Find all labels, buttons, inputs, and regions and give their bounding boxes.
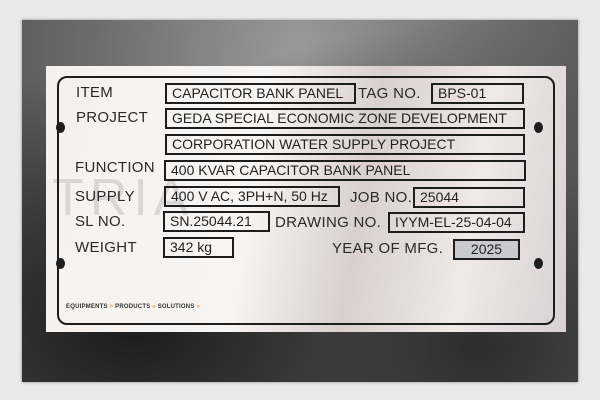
job-label: JOB NO.: [350, 189, 413, 206]
nameplate: [46, 66, 566, 332]
function-label: FUNCTION: [75, 159, 155, 176]
plate-border: [57, 76, 555, 325]
tag-label: TAG NO.: [358, 85, 421, 102]
tag-value: BPS-01: [431, 83, 524, 104]
sl-value: SN.25044.21: [163, 211, 270, 232]
drawing-label: DRAWING NO.: [275, 214, 382, 231]
mounting-hole: [56, 122, 65, 133]
project-label: PROJECT: [76, 109, 149, 126]
weight-label: WEIGHT: [75, 239, 137, 256]
project-line1: GEDA SPECIAL ECONOMIC ZONE DEVELOPMENT: [165, 108, 525, 129]
mounting-hole: [534, 122, 543, 133]
weight-value: 342 kg: [163, 237, 234, 258]
tagline-solutions: SOLUTIONS: [157, 304, 195, 310]
tagline-products: PRODUCTS: [115, 304, 151, 310]
job-value: 25044: [413, 187, 525, 208]
supply-value: 400 V AC, 3PH+N, 50 Hz: [164, 186, 340, 207]
tagline-equipments: EQUIPMENTS: [66, 304, 108, 310]
tagline-arrow: »: [196, 304, 200, 310]
item-value: CAPACITOR BANK PANEL: [165, 83, 356, 104]
year-label: YEAR OF MFG.: [332, 240, 444, 257]
supply-label: SUPPLY: [75, 188, 135, 205]
year-value: 2025: [453, 239, 520, 260]
project-line2: CORPORATION WATER SUPPLY PROJECT: [165, 134, 525, 155]
tagline-arrow: >: [109, 304, 114, 310]
mounting-hole: [534, 258, 543, 269]
sl-label: SL NO.: [75, 213, 126, 230]
drawing-value: IYYM-EL-25-04-04: [388, 212, 525, 233]
tagline-arrow: »: [152, 304, 156, 310]
item-label: ITEM: [76, 84, 114, 101]
function-value: 400 KVAR CAPACITOR BANK PANEL: [164, 160, 526, 181]
tagline: EQUIPMENTS > PRODUCTS » SOLUTIONS »: [66, 304, 200, 310]
mounting-hole: [56, 258, 65, 269]
